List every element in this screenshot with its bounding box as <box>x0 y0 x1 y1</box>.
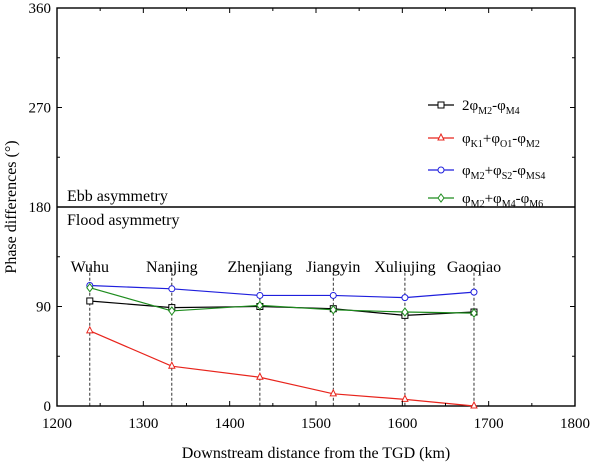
station-label: Xuliujing <box>374 259 435 276</box>
x-tick-label: 1500 <box>301 416 331 432</box>
data-point <box>470 400 478 409</box>
series-line <box>89 284 475 299</box>
legend-label: φM2+φM4-φM6 <box>462 191 543 210</box>
legend-label: φK1+φO1-φM2 <box>462 131 540 150</box>
data-point <box>437 132 445 141</box>
y-tick-label: 90 <box>36 300 51 316</box>
legend-label: 2φM2-φM4 <box>462 98 520 117</box>
x-tick-label: 1200 <box>42 416 72 432</box>
legend: 2φM2-φM4 φK1+φO1-φM2 φM2+φS2-φMS4 φM2+φM4-φ… <box>428 98 545 210</box>
data-point <box>168 361 176 369</box>
station-label: Wuhu <box>71 259 109 276</box>
data-point <box>256 300 264 311</box>
data-point <box>470 288 478 296</box>
x-axis-title: Downstream distance from the TGD (km) <box>182 445 451 462</box>
data-point <box>85 325 94 334</box>
data-point <box>437 193 445 203</box>
series-layer <box>85 281 478 409</box>
x-tick-label: 1600 <box>387 416 417 432</box>
y-tick-label: 180 <box>29 200 52 216</box>
axes: 1200 1300 1400 1500 1600 1700 1800 0 90 180 270 360 <box>29 1 591 432</box>
data-point <box>86 297 94 305</box>
x-tick-label: 1800 <box>560 416 590 432</box>
flood-asymmetry-label: Flood asymmetry <box>67 212 179 229</box>
data-point <box>86 282 94 293</box>
series-line <box>89 287 474 314</box>
data-point <box>329 388 338 397</box>
data-point <box>401 294 409 302</box>
y-tick-label: 270 <box>29 101 52 117</box>
legend-item-k1o1m2: φK1+φO1-φM2 <box>428 131 540 150</box>
legend-item-m2m4: 2φM2-φM4 <box>428 98 520 117</box>
data-point <box>470 308 478 318</box>
y-axis-title: Phase differences (°) <box>3 140 20 273</box>
data-point <box>256 291 264 299</box>
series-line <box>89 330 475 407</box>
data-point <box>401 394 409 402</box>
ebb-asymmetry-label: Ebb asymmetry <box>67 188 168 205</box>
x-tick-label: 1700 <box>474 416 504 432</box>
y-tick-label: 0 <box>44 399 52 415</box>
data-point <box>401 307 409 317</box>
legend-label: φM2+φS2-φMS4 <box>462 163 545 182</box>
station-label: Zhenjiang <box>227 259 292 276</box>
series-k1o1m2 <box>85 325 478 409</box>
x-tick-label: 1400 <box>215 416 245 432</box>
station-label: Nanjing <box>146 259 198 276</box>
data-point <box>168 285 176 293</box>
data-point <box>168 306 176 316</box>
y-tick-label: 360 <box>29 1 52 17</box>
legend-item-m2m4m6: φM2+φM4-φM6 <box>428 191 543 210</box>
station-label: Jiangyin <box>306 259 360 276</box>
data-point <box>256 372 264 380</box>
station-markers: Wuhu Nanjing Zhenjiang Jiangyin Xuliujing Gao… <box>71 259 501 406</box>
station-label: Gaoqiao <box>447 259 501 276</box>
data-point <box>437 166 445 174</box>
plot-area <box>56 7 576 407</box>
legend-item-m2s2ms4: φM2+φS2-φMS4 <box>428 163 545 182</box>
data-point <box>437 101 445 109</box>
data-point <box>329 291 337 299</box>
x-tick-label: 1300 <box>128 416 158 432</box>
series-m2m4m6 <box>86 282 478 318</box>
series-m2s2ms4 <box>86 281 478 302</box>
data-point <box>329 304 337 315</box>
